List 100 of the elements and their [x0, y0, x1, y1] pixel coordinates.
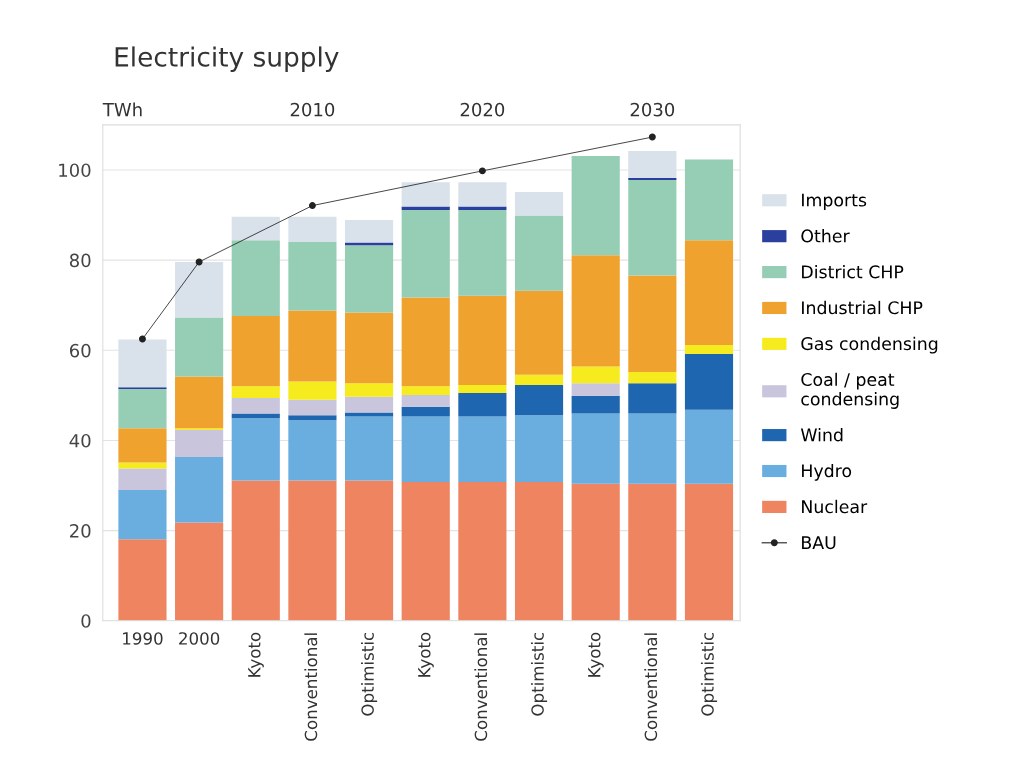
bar — [514, 374, 564, 385]
legend-label: Imports — [802, 193, 867, 210]
x-tick-label: Conventional — [474, 633, 488, 741]
legend-label: Hydro — [802, 463, 852, 481]
bar — [231, 386, 280, 399]
bar — [345, 412, 394, 417]
bar — [401, 297, 450, 387]
bar — [628, 383, 677, 414]
bar — [514, 192, 564, 216]
bar — [175, 457, 224, 523]
bar — [458, 393, 507, 417]
legend-label: Other — [801, 229, 850, 243]
bar — [401, 386, 450, 395]
bar — [288, 420, 337, 481]
legend-label: Coal / peat condensing — [801, 372, 899, 409]
bar — [684, 159, 734, 241]
legend-label: District CHP — [802, 264, 904, 279]
point — [648, 133, 656, 141]
bar — [458, 481, 507, 621]
bar — [118, 389, 167, 429]
bar — [175, 430, 224, 458]
bar — [231, 398, 280, 414]
bar — [684, 483, 734, 621]
bar — [175, 376, 224, 429]
point — [195, 258, 203, 266]
bar — [345, 245, 394, 313]
y-tick-label: 40 — [69, 433, 91, 448]
x-tick-label: 1990 — [123, 632, 163, 645]
y-axis-title: TWh — [102, 102, 142, 117]
bar — [628, 275, 677, 372]
bar — [345, 383, 394, 397]
y-tick-label: 20 — [70, 524, 91, 538]
bar — [684, 240, 734, 345]
text: 2020 — [460, 102, 505, 117]
bar — [401, 182, 450, 207]
bar — [118, 490, 167, 540]
point — [478, 167, 486, 175]
bar — [401, 416, 450, 482]
bar — [684, 344, 734, 354]
bar — [628, 483, 677, 621]
bar — [231, 413, 280, 419]
bar — [345, 396, 394, 413]
bar — [571, 255, 620, 367]
bar — [571, 383, 620, 396]
bar — [458, 384, 507, 394]
bar — [231, 216, 280, 241]
x-tick-label: Optimistic — [361, 632, 378, 716]
y-tick-label: 80 — [69, 253, 91, 268]
bar — [118, 539, 167, 621]
legend-label: Wind — [800, 427, 843, 442]
bar — [684, 353, 734, 410]
bar — [118, 428, 167, 463]
bar — [514, 384, 564, 416]
bar — [571, 156, 620, 256]
bar — [458, 206, 507, 211]
point — [138, 335, 146, 343]
point — [308, 202, 316, 210]
bar — [458, 210, 507, 296]
bar — [345, 480, 394, 621]
bar — [684, 409, 734, 484]
bar — [288, 399, 337, 416]
bar — [514, 290, 564, 375]
bar — [288, 415, 337, 421]
bar — [401, 406, 450, 417]
x-tick-label: Optimistic — [530, 632, 548, 716]
x-tick-label: Kyoto — [588, 632, 604, 677]
bar — [401, 394, 450, 407]
legend-label: Industrial CHP — [802, 300, 923, 315]
bar — [231, 418, 280, 481]
bar — [401, 206, 450, 211]
bar — [288, 381, 337, 400]
bar — [288, 310, 337, 382]
y-tick-label: 100 — [59, 163, 91, 178]
bar — [288, 216, 337, 243]
legend-label: Gas condensing — [801, 336, 938, 354]
chart-title: Electricity supply — [115, 46, 339, 72]
bar — [401, 481, 450, 621]
bar — [175, 317, 224, 377]
bar — [571, 413, 620, 484]
bar — [118, 468, 167, 491]
y-tick-label: 60 — [69, 343, 91, 358]
bar — [628, 413, 677, 484]
bar — [288, 242, 337, 311]
bar — [514, 415, 564, 482]
bar — [571, 395, 620, 414]
bar — [345, 416, 394, 481]
legend-label: Nuclear — [802, 499, 868, 514]
bar — [231, 240, 280, 317]
x-tick-label: 2000 — [179, 632, 220, 645]
bar — [231, 480, 280, 621]
text: 2010 — [290, 102, 335, 117]
bar — [514, 481, 564, 621]
bar — [628, 371, 677, 384]
bar — [231, 316, 280, 387]
bar — [458, 182, 507, 207]
x-tick-label: Conventional — [644, 633, 658, 741]
bar — [571, 483, 620, 621]
text: 2030 — [630, 102, 675, 117]
legend-label: BAU — [802, 536, 836, 550]
bar — [571, 366, 620, 384]
